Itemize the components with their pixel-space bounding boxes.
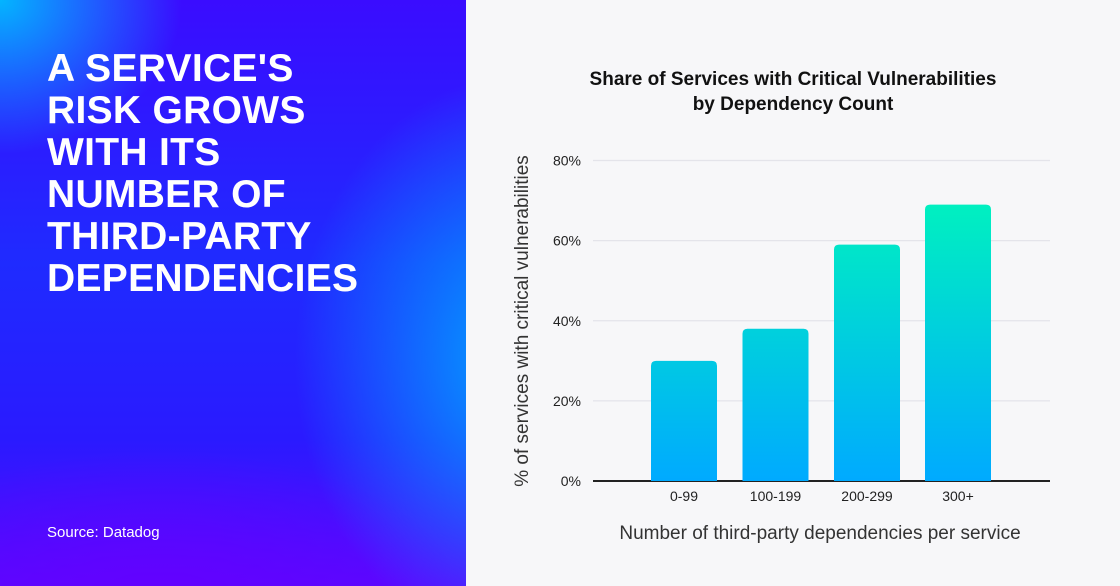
headline: A SERVICE'S RISK GROWS WITH ITS NUMBER O…: [47, 48, 358, 300]
headline-panel: A SERVICE'S RISK GROWS WITH ITS NUMBER O…: [0, 0, 466, 586]
chart-panel: Share of Services with Critical Vulnerab…: [466, 0, 1120, 586]
chart-title: Share of Services with Critical Vulnerab…: [466, 67, 1120, 117]
x-tick-label: 200-299: [841, 488, 893, 504]
bar-chart: 0% 20% 40% 60% 80% 0-99 100-199 200-299 300+ Nu…: [512, 153, 1050, 544]
y-tick-label: 80%: [553, 153, 581, 169]
x-tick-label: 300+: [942, 488, 974, 504]
x-tick-label: 0-99: [670, 488, 698, 504]
headline-line: DEPENDENCIES: [47, 257, 359, 300]
bar-100-199: [742, 328, 809, 481]
y-tick-label: 40%: [553, 313, 581, 329]
y-axis-label: % of services with critical vulnerabilit…: [512, 155, 533, 487]
source-note: Source: Datadog: [47, 524, 160, 541]
bars: [651, 204, 991, 481]
bar-200-299: [834, 244, 900, 481]
y-axis-ticks: 0% 20% 40% 60% 80%: [553, 153, 581, 490]
x-axis-label: Number of third-party dependencies per s…: [619, 523, 1020, 544]
chart-title-line: by Dependency Count: [692, 94, 894, 115]
headline-line: NUMBER OF: [47, 173, 286, 216]
headline-line: RISK GROWS: [47, 89, 306, 132]
y-tick-label: 0%: [561, 473, 581, 489]
bar-0-99: [651, 360, 717, 481]
headline-line: A SERVICE'S: [47, 47, 294, 90]
y-tick-label: 60%: [553, 233, 581, 249]
x-axis-ticks: 0-99 100-199 200-299 300+: [670, 488, 974, 504]
headline-line: WITH ITS: [47, 131, 221, 174]
chart-title-line: Share of Services with Critical Vulnerab…: [589, 69, 997, 90]
y-tick-label: 20%: [553, 393, 581, 409]
x-tick-label: 100-199: [750, 488, 802, 504]
headline-line: THIRD-PARTY: [47, 215, 312, 258]
bar-300+: [925, 204, 991, 481]
